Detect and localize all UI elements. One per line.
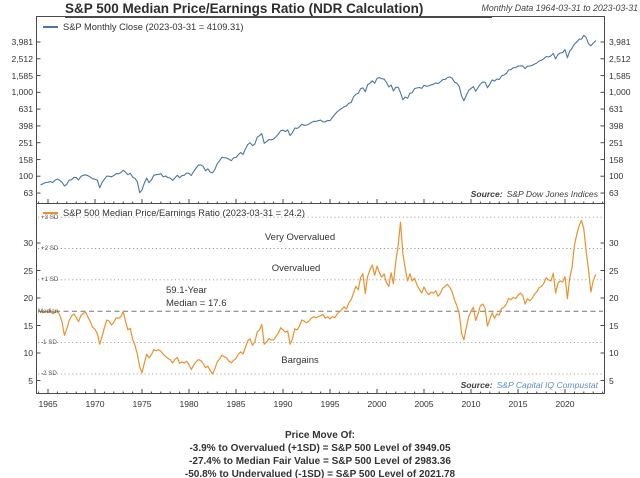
sp-close-line — [40, 34, 597, 194]
ytick-label-left: 2,512 — [11, 53, 33, 64]
xtick-label: 1970 — [85, 399, 105, 409]
pe-line-swatch — [43, 212, 58, 214]
source-label: Source: — [460, 380, 493, 390]
page-title: S&P 500 Median Price/Earnings Ratio (NDR… — [65, 1, 492, 18]
ytick-label-left: 251 — [18, 137, 33, 148]
source-value: S&P Capital IQ Compustat — [496, 380, 598, 390]
xtick-label: 1995 — [320, 399, 340, 409]
ytick-label-left: 158 — [18, 154, 33, 165]
ytick-label-left: 20 — [23, 293, 33, 303]
ytick-label-right: 631 — [609, 104, 624, 115]
ytick-label-right: 100 — [609, 171, 624, 182]
xtick-label: 1985 — [226, 399, 246, 409]
ytick-label-left: 3,981 — [11, 37, 33, 47]
footer-overvalued-line: -3.9% to Overvalued (+1SD) = S&P 500 Lev… — [189, 443, 451, 454]
ytick-label-left: 5 — [28, 375, 33, 386]
pe-ratio-line — [40, 219, 597, 375]
legend-sp-close: S&P Monthly Close (2023-03-31 = 4109.31) — [43, 22, 243, 32]
ytick-label-right: 63 — [609, 188, 619, 199]
xtick-label: 2005 — [414, 399, 434, 409]
ytick-label-left: 1,585 — [11, 70, 33, 81]
xtick-label: 2015 — [508, 399, 528, 409]
xtick-label: 1975 — [132, 399, 152, 409]
ytick-label-right: 15 — [609, 320, 619, 331]
ytick-label-right: 20 — [609, 293, 619, 303]
sp-line-swatch — [43, 26, 58, 28]
source-value: S&P Dow Jones Indices — [506, 189, 598, 199]
price-move-footer: Price Move Of: -3.9% to Overvalued (+1SD… — [0, 429, 640, 478]
source-note-bottom: Source: S&P Capital IQ Compustat — [36, 380, 602, 390]
ytick-label-left: 25 — [23, 265, 33, 276]
xtick-label: 1980 — [179, 399, 199, 409]
annotation-bargains: Bargains — [281, 355, 319, 366]
ytick-label-right: 30 — [609, 238, 619, 248]
ytick-label-right: 1,000 — [609, 87, 631, 98]
annotation-median-line1: 59.1-Year — [166, 285, 207, 296]
ytick-label-left: 100 — [18, 171, 33, 182]
ytick-label-left: 398 — [18, 120, 33, 131]
xtick-label: 2000 — [367, 399, 387, 409]
annotation-overvalued: Overvalued — [271, 263, 321, 274]
ytick-label-left: 10 — [23, 348, 33, 358]
annotation-median: 59.1-Year Median = 17.6 — [166, 284, 226, 310]
legend-pe-ratio-label: S&P 500 Median Price/Earnings Ratio (202… — [63, 208, 305, 218]
ytick-label-left: 1,000 — [11, 87, 33, 98]
sd-label: +2 SD — [41, 245, 59, 252]
footer-undervalued-line: -50.8% to Undervalued (-1SD) = S&P 500 L… — [184, 469, 456, 478]
ytick-label-right: 1,585 — [609, 70, 631, 81]
sd-label: +3 SD — [41, 213, 59, 221]
sd-label: Median — [38, 307, 59, 315]
ytick-label-right: 158 — [609, 154, 624, 165]
ytick-label-right: 10 — [609, 348, 619, 358]
footer-heading: Price Move Of: — [284, 430, 356, 441]
ytick-label-left: 63 — [23, 188, 33, 199]
pe-ratio-chart — [36, 216, 605, 394]
xtick-label: 2010 — [461, 399, 481, 409]
ytick-label-right: 25 — [609, 265, 619, 276]
ytick-label-right: 3,981 — [609, 37, 631, 47]
ytick-label-right: 2,512 — [609, 53, 631, 64]
sd-label: -1 SD — [41, 339, 57, 347]
ytick-label-right: 398 — [609, 120, 624, 131]
legend-pe-ratio: S&P 500 Median Price/Earnings Ratio (202… — [43, 208, 305, 218]
ytick-label-left: 631 — [18, 104, 33, 115]
date-range-note: Monthly Data 1964-03-31 to 2023-03-31 — [481, 3, 639, 13]
sp-close-chart — [36, 34, 605, 204]
annotation-median-line2: Median = 17.6 — [166, 298, 227, 309]
ytick-label-left: 30 — [23, 238, 33, 248]
source-label: Source: — [470, 189, 503, 199]
annotation-very-overvalued: Very Overvalued — [264, 232, 336, 243]
ytick-label-left: 15 — [23, 320, 33, 331]
sd-label: +1 SD — [41, 276, 59, 284]
footer-median-line: -27.4% to Median Fair Value = S&P 500 Le… — [189, 456, 451, 467]
legend-sp-close-label: S&P Monthly Close (2023-03-31 = 4109.31) — [63, 22, 244, 32]
xtick-label: 1990 — [273, 399, 293, 409]
sd-label: -2 SD — [41, 370, 57, 378]
ytick-label-right: 5 — [609, 375, 614, 386]
xtick-label: 1965 — [38, 399, 58, 409]
xtick-label: 2020 — [555, 399, 575, 409]
ytick-label-right: 251 — [609, 137, 624, 148]
source-note-top: Source: S&P Dow Jones Indices — [36, 189, 602, 199]
